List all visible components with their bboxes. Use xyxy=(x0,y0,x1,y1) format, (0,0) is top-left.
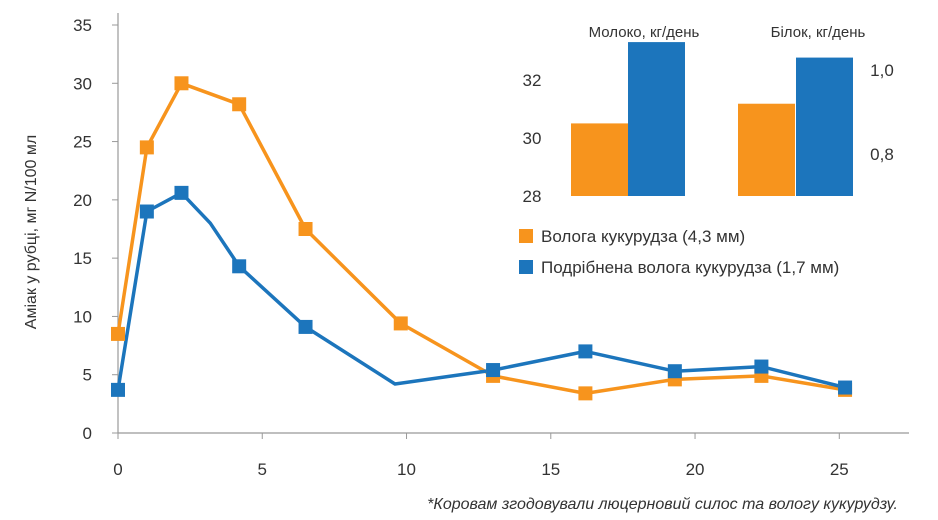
inset-ticks: 28 30 32 1,0 0,8 xyxy=(523,61,894,206)
x-tick-label: 5 xyxy=(258,460,267,479)
main-axes xyxy=(117,13,909,434)
y-tick-label: 30 xyxy=(73,74,92,93)
series-line-1 xyxy=(116,191,846,391)
series-0-marker xyxy=(578,386,593,401)
series-0-marker xyxy=(393,316,408,331)
y-tick-label: 20 xyxy=(73,191,92,210)
inset-protein-bar xyxy=(796,57,853,197)
inset-bar-charts: Молоко, кг/день Білок, кг/день 28 30 32 1,0… xyxy=(523,24,894,206)
series-0-marker xyxy=(139,140,154,155)
inset-protein-bar xyxy=(738,103,795,196)
series-1-marker xyxy=(298,319,313,334)
inset-milk-tick-label: 32 xyxy=(523,71,542,90)
x-tick-label: 20 xyxy=(686,460,705,479)
main-series xyxy=(111,76,853,401)
inset-protein-title: Білок, кг/день xyxy=(771,24,866,41)
series-1-marker xyxy=(838,380,853,395)
footnote: *Коровам згодовували люцерновий силос та… xyxy=(427,496,898,513)
inset-milk-bar xyxy=(571,123,628,196)
x-tick-label: 10 xyxy=(397,460,416,479)
legend: Волога кукурудза (4,3 мм) Подрібнена вол… xyxy=(519,227,839,277)
series-1-marker xyxy=(174,185,189,200)
x-tick-label: 25 xyxy=(830,460,849,479)
series-0-marker xyxy=(298,222,313,236)
inset-milk-tick-label: 30 xyxy=(523,129,542,148)
x-tick-label: 0 xyxy=(113,460,122,479)
inset-bars xyxy=(571,42,853,197)
series-1-marker xyxy=(232,259,247,274)
series-0-marker xyxy=(111,326,125,341)
inset-protein-tick-label: 1,0 xyxy=(870,61,894,80)
series-1-marker xyxy=(486,363,501,378)
series-1-marker xyxy=(578,344,593,359)
series-0-marker xyxy=(174,76,189,91)
y-tick-label: 15 xyxy=(73,249,92,268)
y-tick-label: 25 xyxy=(73,133,92,152)
main-ticks: 0 5 10 15 20 25 30 35 0 5 10 15 20 25 xyxy=(73,16,849,479)
inset-milk-title: Молоко, кг/день xyxy=(589,24,700,41)
series-0-marker xyxy=(232,97,247,112)
series-1-marker xyxy=(139,204,154,219)
y-axis-title: Аміак у рубці, мг N/100 мл xyxy=(23,135,40,329)
legend-swatch-moist-corn xyxy=(519,229,533,243)
legend-label-ground-moist-corn: Подрібнена волога кукурудза (1,7 мм) xyxy=(541,258,839,277)
series-1-marker xyxy=(667,364,682,379)
inset-milk-bar xyxy=(628,42,685,196)
inset-protein-tick-label: 0,8 xyxy=(870,145,894,164)
inset-milk-tick-label: 28 xyxy=(523,187,542,206)
y-tick-label: 0 xyxy=(83,424,92,443)
y-tick-label: 5 xyxy=(83,366,92,385)
series-1-marker xyxy=(754,359,769,374)
series-1-marker xyxy=(111,382,125,397)
x-tick-label: 15 xyxy=(541,460,560,479)
legend-swatch-ground-moist-corn xyxy=(519,260,533,274)
y-tick-label: 10 xyxy=(73,307,92,326)
legend-label-moist-corn: Волога кукурудза (4,3 мм) xyxy=(541,227,745,246)
y-tick-label: 35 xyxy=(73,16,92,35)
